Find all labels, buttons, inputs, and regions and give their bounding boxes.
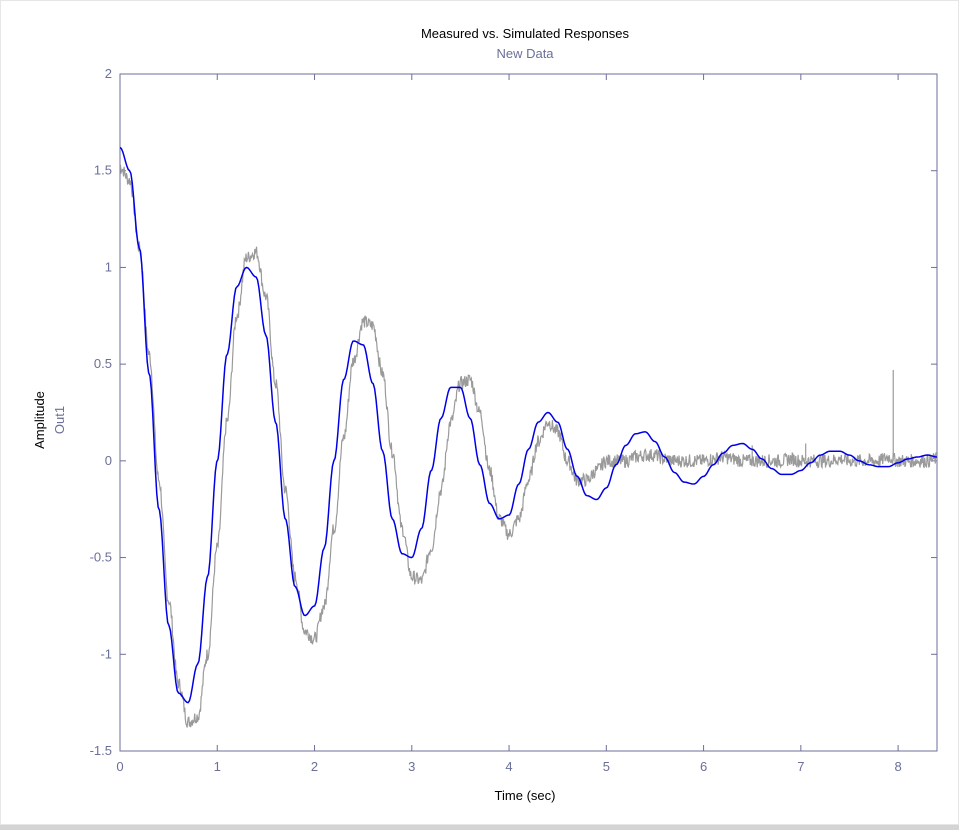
y-tick-label: -1.5 [90, 743, 112, 758]
x-tick-label: 3 [408, 759, 415, 774]
y-tick-label: -0.5 [90, 550, 112, 565]
y-tick-label: 0.5 [94, 356, 112, 371]
y-tick-label: 1.5 [94, 163, 112, 178]
x-tick-label: 0 [116, 759, 123, 774]
y-axis-label: Amplitude [32, 391, 47, 449]
plot-box [119, 73, 938, 752]
y-tick-label: -1 [100, 646, 112, 661]
x-tick-label: 1 [214, 759, 221, 774]
x-tick-label: 4 [505, 759, 512, 774]
series-measured [120, 164, 937, 728]
x-axis-label: Time (sec) [495, 788, 556, 803]
chart-subtitle: New Data [496, 46, 554, 61]
x-tick-label: 5 [603, 759, 610, 774]
y-axis-sublabel: Out1 [52, 406, 67, 434]
x-tick-label: 8 [894, 759, 901, 774]
x-tick-label: 7 [797, 759, 804, 774]
y-tick-label: 1 [105, 259, 112, 274]
y-tick-label: 0 [105, 453, 112, 468]
x-tick-label: 6 [700, 759, 707, 774]
series-simulated [120, 146, 937, 704]
y-tick-label: 2 [105, 66, 112, 81]
x-tick-label: 2 [311, 759, 318, 774]
chart-title: Measured vs. Simulated Responses [421, 26, 630, 41]
